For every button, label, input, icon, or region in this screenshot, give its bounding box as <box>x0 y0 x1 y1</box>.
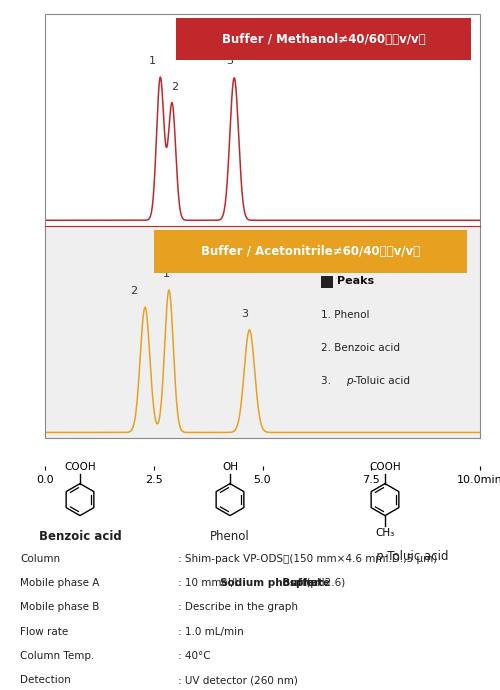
Text: OH: OH <box>222 462 238 472</box>
Bar <box>321 276 333 288</box>
Text: Buffer / Methanol≠40/60　（v/v）: Buffer / Methanol≠40/60 （v/v） <box>222 32 425 46</box>
Text: : UV detector (260 nm): : UV detector (260 nm) <box>178 676 298 685</box>
Text: COOH: COOH <box>369 462 401 472</box>
Text: Column: Column <box>20 554 60 564</box>
Text: -Toluic acid: -Toluic acid <box>384 550 448 562</box>
Bar <box>176 18 472 61</box>
Text: : 1.0 mL/min: : 1.0 mL/min <box>178 627 244 637</box>
Text: 3: 3 <box>242 308 248 319</box>
Text: -Toluic acid: -Toluic acid <box>353 376 410 386</box>
Text: : Shim-pack VP-ODS　(150 mm×4.6 mmI.D.,5 μm): : Shim-pack VP-ODS (150 mm×4.6 mmI.D.,5 … <box>178 554 438 564</box>
Text: Detection: Detection <box>20 676 71 685</box>
Text: p: p <box>376 550 383 562</box>
Text: Mobile phase A: Mobile phase A <box>20 578 100 589</box>
Bar <box>154 230 467 273</box>
Text: Buffer: Buffer <box>275 578 320 589</box>
Text: (pH2.6): (pH2.6) <box>303 578 345 589</box>
Text: CH₃: CH₃ <box>376 528 394 538</box>
Text: 2: 2 <box>170 82 178 92</box>
Text: Flow rate: Flow rate <box>20 627 68 637</box>
Text: 3: 3 <box>226 57 234 66</box>
Text: 1: 1 <box>149 57 156 66</box>
Text: Column Temp.: Column Temp. <box>20 651 94 661</box>
Text: : 10 mmol/L: : 10 mmol/L <box>178 578 244 589</box>
Text: : 40°C: : 40°C <box>178 651 211 661</box>
Text: Mobile phase B: Mobile phase B <box>20 602 100 613</box>
Text: : Describe in the graph: : Describe in the graph <box>178 602 298 613</box>
Text: Peaks: Peaks <box>337 275 374 286</box>
Text: COOH: COOH <box>64 462 96 472</box>
Text: 1: 1 <box>164 268 170 279</box>
Text: 2: 2 <box>130 286 138 296</box>
Text: 3.: 3. <box>321 376 334 386</box>
Text: Phenol: Phenol <box>210 530 250 542</box>
Text: Sodium phosphate: Sodium phosphate <box>220 578 330 589</box>
Text: Buffer / Acetonitrile≠60/40　（v/v）: Buffer / Acetonitrile≠60/40 （v/v） <box>201 245 420 258</box>
Text: 2. Benzoic acid: 2. Benzoic acid <box>321 343 400 353</box>
Text: 1. Phenol: 1. Phenol <box>321 310 370 320</box>
Text: Benzoic acid: Benzoic acid <box>38 530 121 542</box>
Text: p: p <box>346 376 353 386</box>
